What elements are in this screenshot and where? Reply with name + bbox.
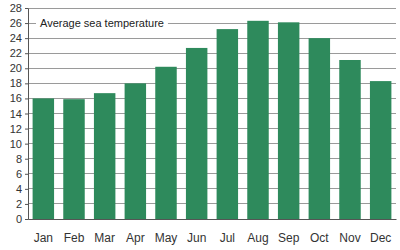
x-tick: Aug [247,219,268,245]
grid [28,8,396,219]
x-tick-label: Feb [64,231,85,245]
x-tick-label: Nov [339,231,360,245]
y-tick-label: 8 [16,153,22,165]
y-tick-mark [25,159,28,160]
y-tick-label: 10 [10,138,22,150]
x-tick-label: Sep [278,231,300,245]
grid-line [28,8,396,9]
y-tick-mark [25,129,28,130]
y-tick-mark [25,8,28,9]
x-tick: May [155,219,178,245]
bar [63,99,84,219]
y-tick-mark [25,53,28,54]
y-tick-mark [25,204,28,205]
x-tick: Jan [34,219,53,245]
title: Average sea temperature [40,17,164,29]
y-tick-label: 28 [10,2,22,14]
y-tick: 2 [16,198,28,210]
bar [278,22,299,219]
y-tick-label: 2 [16,198,22,210]
x-tick: Jun [187,219,206,245]
y-tick: 18 [10,77,28,89]
y-tick-label: 18 [10,77,22,89]
y-tick-mark [25,219,28,220]
y-tick-label: 6 [16,168,22,180]
x-tick: Oct [310,219,329,245]
bars [33,21,392,219]
y-tick: 4 [16,183,28,195]
x-tick: Mar [94,219,115,245]
title-group: Average sea temperature [36,16,168,30]
y-tick: 22 [10,47,28,59]
y-tick-mark [25,114,28,115]
bar [186,48,207,219]
y-tick-label: 22 [10,47,22,59]
y-tick-label: 20 [10,62,22,74]
plot: Average sea temperature02468101214161820… [10,2,397,245]
x-tick: Nov [339,219,360,245]
bar [339,60,360,219]
y-tick-mark [25,68,28,69]
x-tick-label: May [155,231,178,245]
y-tick: 8 [16,153,28,165]
y-tick-label: 16 [10,92,22,104]
y-tick: 20 [10,62,28,74]
y-tick: 14 [10,108,28,120]
x-tick: Feb [64,219,85,245]
x-tick-label: Oct [310,231,329,245]
bar [94,93,115,219]
bar [33,98,54,219]
bar [370,81,391,219]
y-tick-mark [25,38,28,39]
y-tick-label: 0 [16,213,22,225]
x-tick: Sep [278,219,300,245]
y-tick-mark [25,144,28,145]
x-tick-label: Dec [370,231,391,245]
y-tick-mark [25,98,28,99]
title-background [36,16,168,30]
y-tick-mark [25,23,28,24]
x-tick: Jul [220,219,235,245]
y-tick-label: 14 [10,108,22,120]
y-tick: 10 [10,138,28,150]
y-tick: 6 [16,168,28,180]
x-tick-label: Jun [187,231,206,245]
bar [125,83,146,219]
y-tick-mark [25,83,28,84]
y-tick-label: 26 [10,17,22,29]
bar [247,21,268,219]
grid-line [28,38,396,39]
x-axis: Jan Feb Mar Apr May Jun Jul Aug Sep Oct Nov Dec [29,219,397,245]
y-tick: 24 [10,32,28,44]
chart: Average sea temperature02468101214161820… [0,0,400,250]
y-tick: 12 [10,123,28,135]
y-tick: 0 [16,213,28,225]
bar [155,67,176,219]
y-tick: 28 [10,2,28,14]
y-tick-label: 24 [10,32,22,44]
y-tick: 26 [10,17,28,29]
x-axis-line [29,219,397,220]
x-tick-label: Apr [126,231,145,245]
y-axis: 0246810121416182022242628 [10,2,29,225]
x-tick-label: Jan [34,231,53,245]
bar [309,38,330,219]
y-tick: 16 [10,92,28,104]
y-axis-line [28,9,29,220]
x-tick: Dec [370,219,391,245]
y-tick-mark [25,189,28,190]
x-tick-label: Aug [247,231,268,245]
x-tick-label: Mar [94,231,115,245]
x-tick-label: Jul [220,231,235,245]
y-tick-label: 12 [10,123,22,135]
grid-line [28,53,396,54]
y-tick-mark [25,174,28,175]
x-tick: Apr [126,219,145,245]
y-tick-label: 4 [16,183,22,195]
bar [217,29,238,219]
